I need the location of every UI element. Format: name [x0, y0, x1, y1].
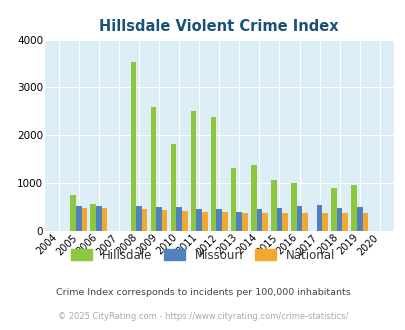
- Bar: [181, 212, 187, 231]
- Bar: [196, 209, 201, 231]
- Bar: [162, 211, 167, 231]
- Bar: [241, 213, 247, 231]
- Bar: [302, 213, 307, 231]
- Bar: [70, 195, 76, 231]
- Bar: [262, 213, 267, 231]
- Bar: [190, 112, 196, 231]
- Bar: [316, 205, 322, 231]
- Bar: [96, 206, 101, 231]
- Text: © 2025 CityRating.com - https://www.cityrating.com/crime-statistics/: © 2025 CityRating.com - https://www.city…: [58, 312, 347, 321]
- Bar: [201, 212, 207, 231]
- Bar: [341, 213, 347, 231]
- Bar: [250, 165, 256, 231]
- Legend: Hillsdale, Missouri, National: Hillsdale, Missouri, National: [67, 245, 338, 265]
- Bar: [290, 183, 296, 231]
- Bar: [336, 208, 341, 231]
- Bar: [230, 168, 236, 231]
- Bar: [322, 213, 327, 231]
- Bar: [362, 213, 367, 231]
- Bar: [156, 207, 162, 231]
- Bar: [222, 212, 227, 231]
- Bar: [216, 209, 222, 231]
- Bar: [136, 206, 141, 231]
- Bar: [141, 209, 147, 231]
- Bar: [296, 206, 302, 231]
- Bar: [170, 144, 176, 231]
- Text: Crime Index corresponds to incidents per 100,000 inhabitants: Crime Index corresponds to incidents per…: [55, 287, 350, 297]
- Bar: [256, 210, 262, 231]
- Bar: [330, 188, 336, 231]
- Bar: [281, 213, 287, 231]
- Bar: [350, 185, 356, 231]
- Bar: [81, 208, 87, 231]
- Title: Hillsdale Violent Crime Index: Hillsdale Violent Crime Index: [99, 19, 338, 34]
- Bar: [90, 204, 96, 231]
- Bar: [76, 206, 81, 231]
- Bar: [271, 180, 276, 231]
- Bar: [101, 208, 107, 231]
- Bar: [276, 208, 281, 231]
- Bar: [150, 107, 156, 231]
- Bar: [210, 117, 216, 231]
- Bar: [356, 207, 362, 231]
- Bar: [130, 62, 136, 231]
- Bar: [236, 212, 241, 231]
- Bar: [176, 207, 181, 231]
